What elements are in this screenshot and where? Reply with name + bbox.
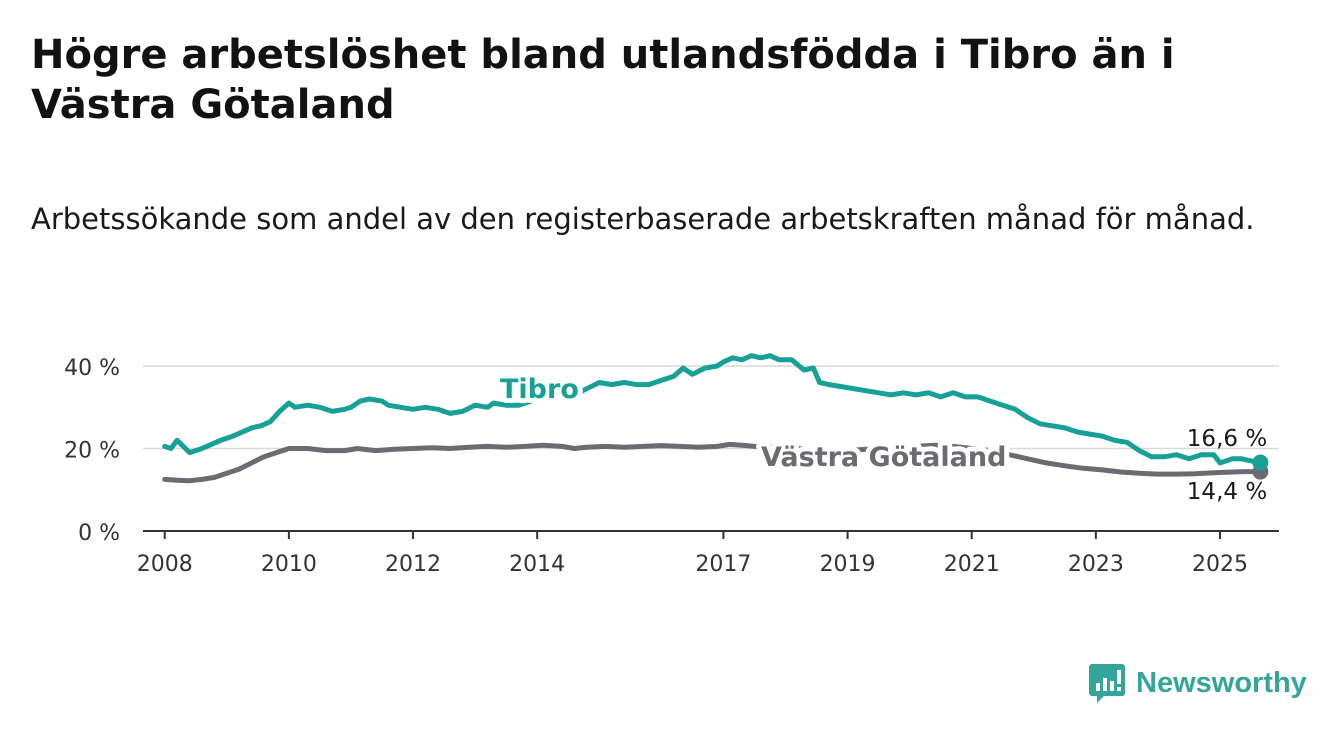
y-tick-label: 20 % [64,439,120,464]
x-tick-label: 2017 [695,552,751,577]
series-label-tibro: Tibro [500,374,579,405]
x-tick-label: 2025 [1192,552,1248,577]
y-tick-label: 0 % [78,521,120,546]
x-tick-label: 2021 [944,552,1000,577]
end-value-label-vastra-gotaland: 14,4 % [1187,479,1267,505]
y-tick-label: 40 % [64,356,120,381]
bar-chart-logo-icon [1089,664,1125,703]
newsworthy-logo[interactable]: Newsworthy [1088,662,1307,704]
chart-title: Högre arbetslöshet bland utlandsfödda i … [31,32,1175,128]
end-value-label-tibro: 16,6 % [1187,426,1267,452]
x-tick-label: 2014 [509,552,565,577]
series-labels: Tibro Västra Götaland 16,6 % 14,4 % [495,369,1267,505]
series-line-tibro [162,353,1263,466]
x-tick-label: 2012 [385,552,441,577]
x-tick-label: 2010 [261,552,317,577]
x-tick-label: 2008 [137,552,193,577]
series-label-vastra-gotaland: Västra Götaland [761,442,1006,473]
series-line-vastra-gotaland [162,441,1263,484]
x-tick-label: 2023 [1068,552,1124,577]
x-tick-label: 2019 [820,552,876,577]
brand-name: Newsworthy [1136,666,1307,699]
chart-subtitle: Arbetssökande som andel av den registerb… [31,202,1255,236]
series-end-point-tibro [1252,454,1269,471]
x-axis: 2008 2010 2012 2014 2017 2019 2021 2023 2025 [137,530,1279,577]
y-axis-ticks: 0 % 20 % 40 % [64,356,120,546]
series-lines [162,353,1269,484]
